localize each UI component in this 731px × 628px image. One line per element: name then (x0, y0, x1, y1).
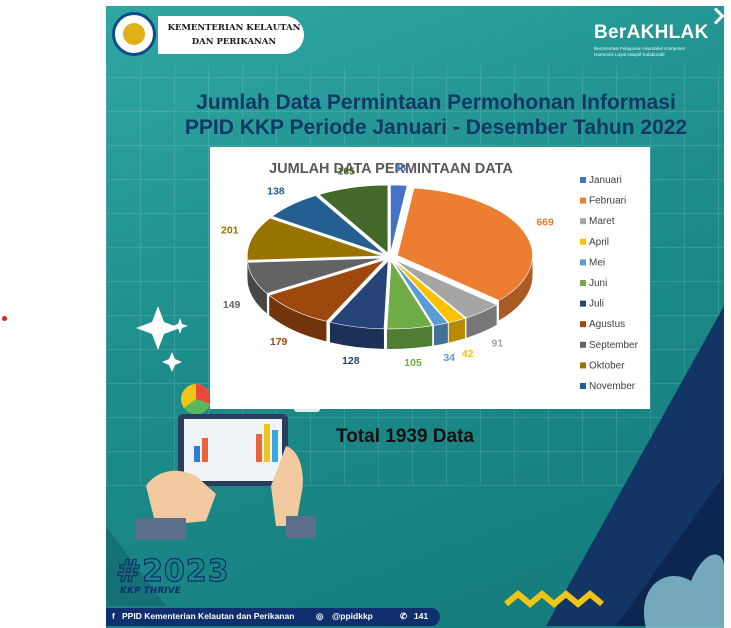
footer-bar: f PPID Kementerian Kelautan dan Perikana… (106, 608, 440, 626)
pie-slice-september (247, 257, 383, 294)
legend-label-maret: Maret (589, 216, 615, 227)
legend-label-februari: Februari (589, 196, 626, 207)
instagram-handle: @ppidkkp (332, 611, 373, 621)
infographic-poster: KEMENTERIAN KELAUTAN DAN PERIKANAN BerAK… (106, 6, 724, 628)
pie-slice-april (393, 260, 466, 323)
pie-slice-side-juli (329, 322, 384, 349)
legend-label-oktober: Oktober (589, 360, 625, 371)
pie-slice-februari (397, 187, 533, 301)
berakhlak-logo: BerAKHLAK (594, 22, 709, 43)
chart-legend: Januari Februari Maret April Mei Juni Juli Agus… (580, 175, 639, 392)
data-labels: 38 669 91 42 34 105 128 179 149 201 138 165 (221, 163, 554, 369)
campaign-year-tag: #2023 (115, 553, 230, 589)
kkp-logo (112, 12, 156, 56)
legend-swatch-maret (580, 218, 586, 225)
pie-slice-side-juni (386, 325, 433, 349)
legend-swatch-juni (580, 280, 586, 286)
pie-slice-oktober (246, 217, 383, 261)
title-line-2: PPID KKP Periode Januari - Desember Tahu… (184, 116, 688, 139)
sparkle-icons (136, 306, 188, 372)
pie-slice-mei (392, 260, 449, 326)
ministry-line-2: DAN PERIKANAN (191, 37, 277, 47)
data-label-juli: 128 (342, 355, 360, 367)
pie-slice-maret (394, 259, 498, 319)
pie-slice-side-september (247, 262, 267, 314)
legend-swatch-september (580, 341, 586, 348)
legend-label-september: September (589, 340, 639, 351)
pie-slice-november (271, 195, 385, 255)
ministry-name: KEMENTERIAN KELAUTAN DAN PERIKANAN (164, 21, 304, 49)
legend-label-agustus: Agustus (589, 319, 625, 330)
facebook-icon: f (112, 611, 115, 621)
pie-slices (246, 184, 533, 349)
legend-swatch-agustus (580, 321, 586, 328)
pie-slice-juni (386, 260, 433, 330)
data-label-agustus: 179 (270, 336, 288, 348)
ministry-label-box (158, 16, 304, 54)
pie-slice-juli (329, 260, 389, 330)
decorative-shapes (106, 306, 724, 628)
data-label-april: 42 (462, 348, 474, 360)
pie-slice-side-april (448, 318, 465, 343)
pie-slice-januari (390, 184, 408, 254)
legend-swatch-juli (580, 300, 586, 307)
tagline-line-2: Harmonis Loyal Adaptif Kolaboratif (594, 52, 665, 57)
pie-slice-side-februari (498, 255, 533, 321)
data-label-september: 149 (223, 299, 241, 311)
data-label-mei: 34 (443, 352, 455, 364)
legend-swatch-mei (580, 259, 586, 266)
title-line-1: Jumlah Data Permintaan Permohonan Inform… (196, 91, 676, 114)
data-label-juni: 105 (404, 357, 422, 369)
phone-number: 141 (414, 611, 429, 621)
pie-chart: JUMLAH DATA PERMINTAAN DATA 38 669 91 42 34 1… (221, 161, 639, 392)
legend-swatch-januari (580, 177, 586, 183)
pie-slice-side-mei (433, 322, 448, 346)
tablet-hands-illustration (136, 381, 320, 540)
chart-card: JUMLAH DATA PERMINTAAN DATA 38 669 91 42 34 1… (210, 147, 650, 409)
instagram-icon: ◎ (316, 611, 324, 621)
legend-swatch-oktober (580, 362, 586, 369)
red-dot-marker (2, 316, 7, 321)
data-label-februari: 669 (536, 216, 554, 228)
legend-label-mei: Mei (589, 257, 605, 268)
legend-label-juli: Juli (589, 299, 604, 310)
legend-label-november: November (589, 381, 636, 392)
coral-shape (644, 554, 724, 628)
zigzag-decoration (504, 590, 604, 608)
data-label-oktober: 201 (221, 224, 239, 236)
facebook-handle: PPID Kementerian Kelautan dan Perikanan (122, 611, 295, 621)
pie-slice-desember (318, 184, 389, 254)
pie-slice-side-maret (466, 304, 497, 338)
ministry-line-1: KEMENTERIAN KELAUTAN (167, 23, 301, 33)
data-label-november: 138 (267, 185, 285, 197)
data-label-januari: 38 (394, 163, 406, 175)
legend-swatch-november (580, 383, 586, 389)
pie-slice-side-agustus (269, 295, 327, 342)
phone-icon: ✆ (400, 611, 408, 621)
pie-slice-agustus (268, 259, 386, 322)
data-label-desember: 165 (337, 165, 355, 177)
tagline-line-1: Berorientasi Pelayanan Akuntabel Kompete… (594, 46, 686, 51)
legend-swatch-april (580, 238, 586, 245)
campaign-thrive-label: KKP THRIVE (120, 586, 181, 596)
legend-label-april: April (589, 237, 609, 248)
poster-title: Jumlah Data Permintaan Permohonan Inform… (166, 90, 706, 140)
berakhlak-tagline: Berorientasi Pelayanan Akuntabel Kompete… (594, 46, 714, 58)
legend-label-juni: Juni (589, 278, 607, 289)
legend-swatch-februari (580, 197, 586, 204)
chart-title: JUMLAH DATA PERMINTAAN DATA (269, 161, 513, 177)
legend-label-januari: Januari (589, 175, 622, 186)
data-label-maret: 91 (491, 338, 503, 350)
total-count: Total 1939 Data (336, 426, 474, 447)
